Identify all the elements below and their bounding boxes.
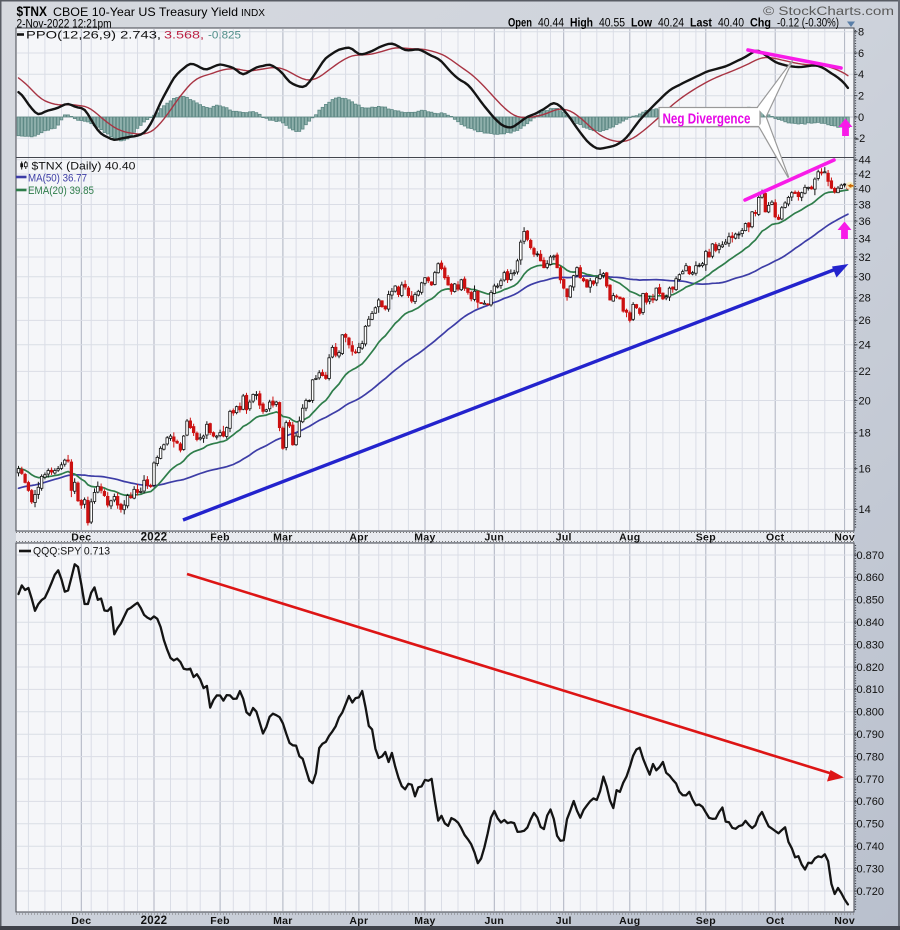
- svg-text:Jul: Jul: [556, 915, 572, 927]
- svg-text:0.860: 0.860: [857, 572, 885, 584]
- svg-text:40: 40: [859, 184, 871, 196]
- svg-text:20: 20: [859, 395, 871, 407]
- svg-text:40.40: 40.40: [718, 18, 744, 30]
- svg-text:-2: -2: [856, 133, 866, 145]
- svg-text:Dec: Dec: [71, 915, 91, 927]
- svg-text:0.870: 0.870: [857, 550, 885, 562]
- svg-text:30: 30: [859, 272, 871, 284]
- svg-text:INDX: INDX: [241, 7, 265, 19]
- svg-text:$TNX (Daily) 40.40: $TNX (Daily) 40.40: [32, 161, 136, 173]
- svg-text:42: 42: [859, 169, 871, 181]
- svg-text:0.720: 0.720: [857, 886, 885, 898]
- svg-text:Open: Open: [508, 18, 532, 30]
- svg-text:Chg: Chg: [750, 18, 771, 30]
- svg-text:0.740: 0.740: [857, 841, 885, 853]
- svg-text:Sep: Sep: [696, 532, 716, 544]
- svg-text:Nov: Nov: [834, 915, 855, 927]
- svg-text:0.830: 0.830: [857, 639, 885, 651]
- svg-text:© StockCharts.com: © StockCharts.com: [763, 6, 894, 18]
- svg-text:0.810: 0.810: [857, 684, 885, 696]
- svg-text:Neg Divergence: Neg Divergence: [663, 111, 751, 127]
- svg-text:-0.12 (-0.30%): -0.12 (-0.30%): [777, 18, 839, 30]
- svg-text:EMA(20) 39.85: EMA(20) 39.85: [28, 185, 94, 197]
- svg-text:0.800: 0.800: [857, 707, 885, 719]
- svg-text:6: 6: [858, 48, 864, 60]
- svg-text:Oct: Oct: [766, 532, 785, 544]
- svg-text:4: 4: [858, 69, 864, 81]
- svg-text:2022: 2022: [141, 532, 168, 544]
- svg-text:0.790: 0.790: [857, 729, 885, 741]
- svg-text:Mar: Mar: [273, 915, 293, 927]
- svg-text:Feb: Feb: [210, 532, 230, 544]
- svg-text:24: 24: [859, 340, 871, 352]
- svg-text:28: 28: [859, 293, 871, 305]
- svg-text:0.760: 0.760: [857, 796, 885, 808]
- svg-text:$TNX: $TNX: [17, 3, 48, 19]
- svg-text:Low: Low: [631, 18, 652, 30]
- svg-text:High: High: [570, 18, 593, 30]
- svg-text:0: 0: [858, 112, 864, 124]
- svg-text:0.840: 0.840: [857, 617, 885, 629]
- svg-text:QQQ:SPY 0.713: QQQ:SPY 0.713: [33, 546, 110, 558]
- svg-text:Aug: Aug: [619, 532, 640, 544]
- svg-text:36: 36: [859, 216, 871, 228]
- svg-text:3.568,: 3.568,: [164, 30, 204, 42]
- svg-text:CBOE 10-Year US Treasury Yield: CBOE 10-Year US Treasury Yield: [53, 5, 238, 19]
- svg-text:2-Nov-2022 12:21pm: 2-Nov-2022 12:21pm: [17, 17, 112, 31]
- svg-text:44: 44: [859, 155, 871, 167]
- svg-text:0.750: 0.750: [857, 819, 885, 831]
- svg-text:Sep: Sep: [696, 915, 716, 927]
- svg-text:0.850: 0.850: [857, 595, 885, 607]
- svg-text:PPO(12,26,9) 2.743,: PPO(12,26,9) 2.743,: [26, 30, 161, 42]
- svg-text:Last: Last: [690, 18, 712, 30]
- svg-text:0.770: 0.770: [857, 774, 885, 786]
- svg-text:Jun: Jun: [485, 532, 505, 544]
- svg-text:0.820: 0.820: [857, 662, 885, 674]
- svg-text:2022: 2022: [141, 915, 168, 927]
- svg-text:2: 2: [858, 90, 864, 102]
- svg-text:40.55: 40.55: [599, 18, 625, 30]
- svg-text:38: 38: [859, 199, 871, 211]
- svg-text:32: 32: [859, 252, 871, 264]
- svg-text:40.24: 40.24: [658, 18, 685, 30]
- svg-text:Apr: Apr: [349, 915, 368, 927]
- svg-text:MA(50) 36.77: MA(50) 36.77: [28, 173, 87, 185]
- svg-text:0.730: 0.730: [857, 863, 885, 875]
- svg-text:40.44: 40.44: [538, 18, 565, 30]
- svg-text:Aug: Aug: [619, 915, 640, 927]
- svg-text:Feb: Feb: [210, 915, 230, 927]
- svg-text:Oct: Oct: [766, 915, 785, 927]
- svg-text:May: May: [414, 915, 435, 927]
- svg-text:Jun: Jun: [485, 915, 505, 927]
- svg-text:Nov: Nov: [834, 532, 855, 544]
- svg-text:34: 34: [859, 233, 871, 245]
- svg-text:26: 26: [859, 315, 871, 327]
- svg-text:-0.825: -0.825: [208, 30, 241, 42]
- svg-text:22: 22: [859, 366, 871, 378]
- svg-text:0.780: 0.780: [857, 751, 885, 763]
- svg-text:18: 18: [859, 427, 871, 439]
- svg-text:8: 8: [858, 26, 864, 38]
- svg-text:14: 14: [859, 504, 871, 516]
- svg-text:16: 16: [859, 463, 871, 475]
- svg-text:Dec: Dec: [71, 532, 91, 544]
- svg-text:Jul: Jul: [556, 532, 572, 544]
- svg-text:Apr: Apr: [349, 532, 368, 544]
- svg-text:Mar: Mar: [273, 532, 293, 544]
- svg-text:May: May: [414, 532, 435, 544]
